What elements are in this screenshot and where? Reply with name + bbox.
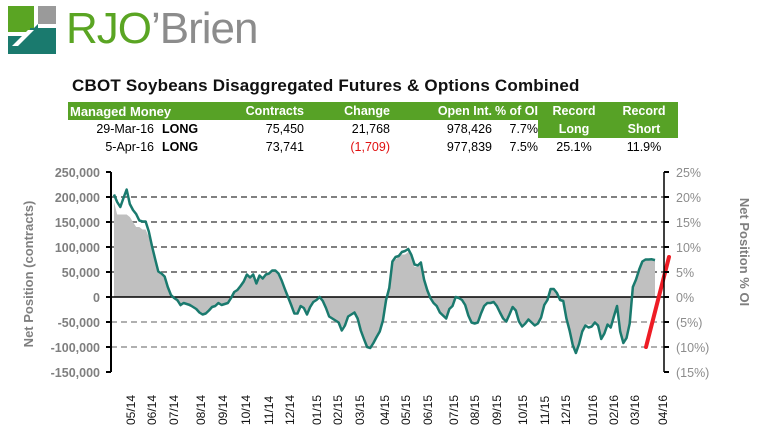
x-tick-label: 03/15 — [353, 395, 367, 425]
table-row: 5-Apr-16 LONG 73,741 (1,709) 977,839 7.5… — [68, 138, 678, 156]
y2-tick-label: 0% — [676, 291, 694, 305]
logo-wordmark: RJO’Brien — [66, 4, 258, 54]
y-tick-label: 50,000 — [62, 266, 100, 280]
header-record-short: Record — [610, 102, 678, 120]
y2-tick-label: 25% — [676, 166, 701, 180]
header-record-long: Record — [538, 102, 610, 120]
header-contracts: Contracts — [222, 102, 304, 120]
x-tick-label: 08/14 — [194, 395, 208, 425]
y2-tick-label: 15% — [676, 216, 701, 230]
x-tick-label: 08/15 — [468, 395, 482, 425]
x-tick-label: 06/15 — [421, 395, 435, 425]
x-tick-label: 01/16 — [586, 395, 600, 425]
header-record-short-sub: Short — [610, 120, 678, 138]
row-open-int: 978,426 — [446, 122, 492, 136]
y-tick-label: -50,000 — [58, 316, 100, 330]
y-tick-label: 100,000 — [55, 241, 100, 255]
row-change: 21,768 — [351, 122, 390, 136]
x-tick-label: 04/16 — [656, 395, 670, 425]
x-tick-label: 02/16 — [607, 395, 621, 425]
right-axis-ticks: 25% 20% 15% 10% 5% 0% (5%) (10%) (15%) — [664, 166, 709, 380]
header-pct-oi: % of OI — [492, 102, 538, 120]
table-row: 29-Mar-16 LONG 75,450 21,768 978,426 7.7… — [68, 120, 678, 138]
x-tick-label: 05/14 — [124, 395, 138, 425]
logo-text-rjo: RJO — [66, 4, 152, 53]
left-axis-ticks: 250,000 200,000 150,000 100,000 50,000 0 -50,0… — [51, 166, 111, 380]
row-side: LONG — [162, 122, 199, 136]
row-date: 29-Mar-16 — [96, 122, 154, 136]
x-tick-label: 09/15 — [490, 395, 504, 425]
x-tick-label: 07/14 — [167, 395, 181, 425]
row-pct-oi: 7.5% — [509, 140, 539, 154]
y-tick-label: -100,000 — [51, 341, 100, 355]
y-tick-label: 250,000 — [55, 166, 100, 180]
row-change: (1,709) — [350, 140, 390, 154]
x-tick-label: 09/14 — [216, 395, 230, 425]
x-tick-label: 10/14 — [239, 395, 253, 425]
y2-tick-label: (5%) — [676, 316, 702, 330]
header-record-long-sub: Long — [538, 120, 610, 138]
right-axis-label: Net Position % OI — [737, 198, 752, 306]
logo-mark-icon — [8, 6, 56, 54]
table-header-row: Managed Money Contracts Change Open Int.… — [68, 102, 678, 120]
row-record-short: 11.9% — [626, 140, 662, 154]
x-tick-label: 03/16 — [628, 395, 642, 425]
y2-tick-label: 10% — [676, 241, 701, 255]
gridlines — [111, 196, 664, 348]
row-date: 5-Apr-16 — [105, 140, 154, 154]
y-tick-label: 200,000 — [55, 191, 100, 205]
x-tick-label: 05/15 — [399, 395, 413, 425]
left-axis-label: Net Position (contracts) — [21, 201, 36, 348]
x-tick-label: 06/14 — [145, 395, 159, 425]
y2-tick-label: 20% — [676, 191, 701, 205]
x-tick-label: 07/15 — [447, 395, 461, 425]
x-tick-label: 12/14 — [283, 395, 297, 425]
header-open-int: Open Int. — [390, 102, 492, 120]
net-position-chart: 250,000 200,000 150,000 100,000 50,000 0 -50,0… — [21, 166, 752, 425]
chart-title: CBOT Soybeans Disaggregated Futures & Op… — [72, 76, 580, 95]
x-tick-label: 12/15 — [559, 395, 573, 425]
rjobrien-logo: RJO’Brien — [8, 4, 268, 62]
y2-tick-label: (10%) — [676, 341, 709, 355]
y2-tick-label: 5% — [676, 266, 694, 280]
y-tick-label: 0 — [93, 291, 100, 305]
row-record-long: 25.1% — [556, 140, 592, 154]
x-tick-label: 11/15 — [538, 396, 552, 425]
y2-tick-label: (15%) — [676, 366, 709, 380]
header-change: Change — [304, 102, 390, 120]
x-tick-label: 01/15 — [310, 395, 324, 425]
row-contracts: 75,450 — [265, 122, 304, 136]
row-pct-oi: 7.7% — [509, 122, 539, 136]
x-axis-ticks: 05/14 06/14 07/14 08/14 09/14 10/14 11/14 12/14… — [124, 395, 670, 425]
header-managed-money: Managed Money — [68, 102, 222, 120]
row-open-int: 977,839 — [446, 140, 492, 154]
y-tick-label: -150,000 — [51, 366, 100, 380]
row-contracts: 73,741 — [265, 140, 304, 154]
x-tick-label: 10/15 — [516, 395, 530, 425]
series-net-position-line — [112, 188, 656, 355]
series-pct-oi-area — [114, 202, 655, 350]
x-tick-label: 02/15 — [331, 395, 345, 425]
x-tick-label: 04/15 — [378, 395, 392, 425]
row-side: LONG — [162, 140, 199, 154]
y-tick-label: 150,000 — [55, 216, 100, 230]
positions-table: Managed Money Contracts Change Open Int.… — [68, 102, 678, 156]
x-tick-label: 11/14 — [262, 396, 276, 425]
logo-text-brien: ’Brien — [151, 4, 258, 53]
